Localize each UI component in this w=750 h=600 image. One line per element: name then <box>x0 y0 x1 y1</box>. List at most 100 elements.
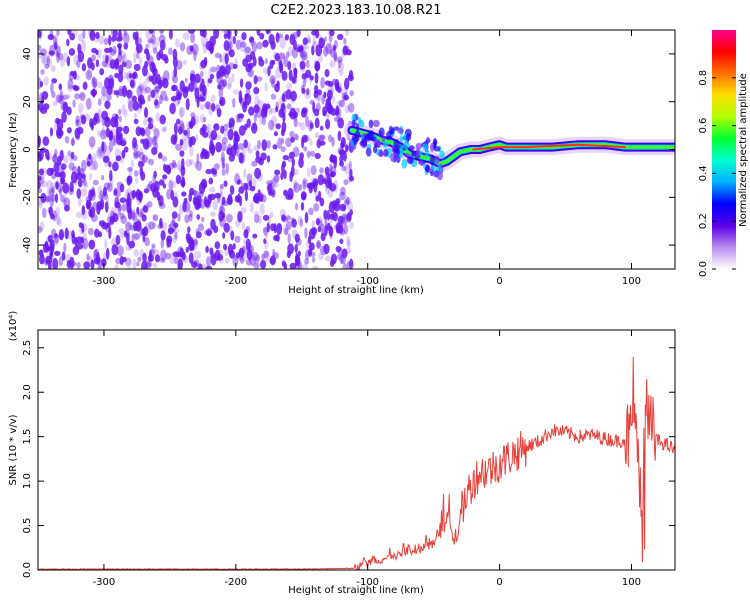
noise-point <box>298 157 304 169</box>
noise-point <box>113 187 118 196</box>
noise-point <box>38 175 42 182</box>
noise-point <box>262 214 270 221</box>
noise-point <box>335 198 341 204</box>
noise-point <box>327 172 331 184</box>
noise-point <box>175 174 181 185</box>
noise-point <box>321 93 326 105</box>
noise-point <box>308 207 314 216</box>
noise-point <box>113 90 120 96</box>
noise-point <box>201 216 205 223</box>
noise-point <box>282 160 287 168</box>
noise-point <box>269 257 276 265</box>
y-tick-label: 1.0 <box>22 473 33 489</box>
noise-point <box>287 233 291 244</box>
noise-point <box>222 79 227 88</box>
noise-point <box>152 67 158 76</box>
noise-point <box>173 92 179 101</box>
noise-point <box>178 126 183 135</box>
noise-point <box>113 159 119 171</box>
noise-point <box>118 30 122 39</box>
ridge-blob <box>437 171 443 181</box>
noise-point <box>90 89 98 97</box>
noise-point <box>104 116 111 128</box>
noise-point <box>54 34 59 44</box>
x-tick-label: -200 <box>224 577 247 588</box>
ridge-blob <box>415 142 422 150</box>
noise-point <box>143 107 149 119</box>
noise-point <box>75 172 83 180</box>
noise-point <box>341 47 346 58</box>
noise-point <box>131 233 135 246</box>
noise-point <box>221 63 227 74</box>
noise-point <box>76 188 82 199</box>
noise-point <box>236 179 241 185</box>
noise-point <box>133 112 138 119</box>
noise-point <box>121 149 126 159</box>
noise-point <box>237 217 243 224</box>
noise-point <box>195 231 202 239</box>
noise-point <box>254 95 260 107</box>
noise-point <box>40 107 48 114</box>
noise-point <box>209 186 216 193</box>
noise-point <box>172 251 179 258</box>
noise-point <box>59 149 64 161</box>
noise-point <box>222 232 226 239</box>
noise-point <box>103 62 111 69</box>
noise-point <box>90 121 94 131</box>
noise-point <box>153 170 157 179</box>
noise-point <box>97 262 104 269</box>
noise-point <box>197 192 203 203</box>
noise-point <box>259 32 265 40</box>
noise-point <box>179 150 185 157</box>
noise-point <box>195 161 203 171</box>
noise-point <box>285 194 292 200</box>
noise-point <box>278 59 283 71</box>
noise-point <box>226 83 232 90</box>
noise-point <box>239 153 246 164</box>
noise-point <box>266 103 271 109</box>
noise-point <box>299 60 306 70</box>
noise-point <box>294 233 300 243</box>
noise-point <box>318 134 325 140</box>
noise-point <box>216 74 223 85</box>
snr-series-line <box>38 356 675 570</box>
ridge-peak <box>472 143 626 151</box>
noise-point <box>289 130 295 139</box>
noise-point <box>216 70 221 80</box>
noise-point <box>347 239 351 249</box>
noise-point <box>197 191 204 197</box>
y-tick-label: 1.5 <box>22 429 33 445</box>
noise-point <box>75 119 79 127</box>
noise-point <box>38 187 43 194</box>
noise-point <box>280 128 285 137</box>
noise-point <box>328 35 333 43</box>
noise-point <box>200 178 208 189</box>
noise-point <box>245 246 250 256</box>
noise-point <box>73 155 78 162</box>
noise-point <box>311 182 316 188</box>
noise-point <box>309 242 315 251</box>
noise-point <box>221 196 226 205</box>
ridge-blob <box>362 133 366 138</box>
noise-point <box>263 67 269 75</box>
noise-point <box>268 33 275 45</box>
noise-point <box>316 138 322 149</box>
noise-point <box>217 84 222 90</box>
colorbar-tick-label: 0.0 <box>698 261 709 277</box>
noise-point <box>56 51 60 58</box>
noise-point <box>64 227 69 240</box>
noise-point <box>116 245 124 257</box>
noise-point <box>306 150 311 159</box>
noise-point <box>326 102 332 113</box>
noise-point <box>228 243 234 256</box>
noise-point <box>121 54 125 66</box>
noise-point <box>97 263 102 269</box>
noise-point <box>136 51 140 59</box>
noise-point <box>138 160 144 168</box>
noise-point <box>56 217 62 227</box>
noise-point <box>254 167 262 179</box>
noise-point <box>259 203 265 216</box>
y-tick-label: -40 <box>22 237 33 253</box>
noise-point <box>119 255 124 266</box>
noise-point <box>67 84 74 92</box>
